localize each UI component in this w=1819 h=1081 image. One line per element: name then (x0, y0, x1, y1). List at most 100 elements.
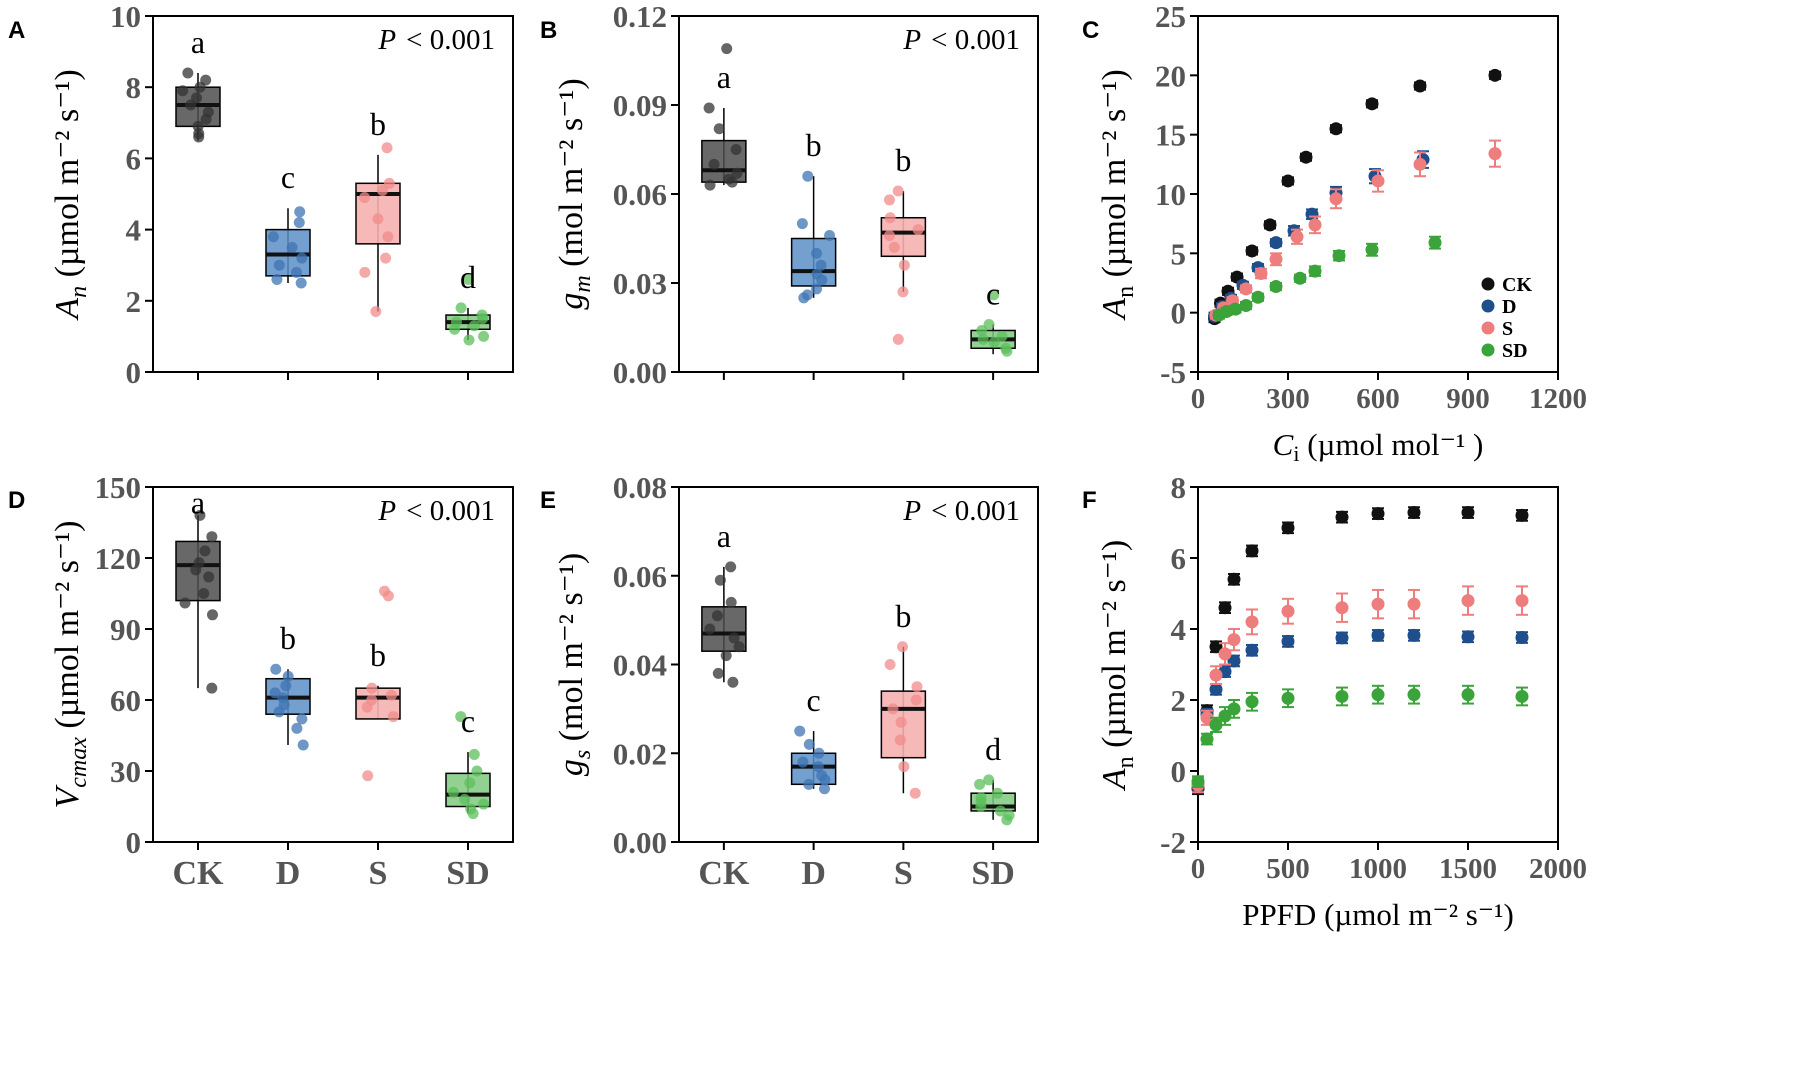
data-point (727, 676, 739, 688)
significance-letter: b (370, 637, 386, 673)
data-point (988, 336, 1000, 348)
box-group-sd: c SD (445, 703, 491, 892)
p-value: < 0.001 (406, 495, 495, 527)
box-group-sd: c (970, 276, 1016, 380)
y-tick-label: 4 (1171, 612, 1187, 647)
data-point (273, 259, 285, 271)
x-tick-label: 1500 (1439, 853, 1497, 885)
data-point (370, 305, 382, 317)
data-point (895, 716, 907, 728)
data-point (703, 102, 715, 114)
data-point (1251, 290, 1265, 304)
data-point (1245, 643, 1259, 657)
data-point (199, 545, 211, 557)
p-symbol: P (377, 24, 396, 56)
box-group-ck: a CK (173, 484, 225, 892)
category-label: CK (173, 855, 225, 892)
data-point (1407, 628, 1421, 642)
data-point (206, 682, 218, 694)
data-point (362, 770, 374, 782)
p-value-label: P < 0.001 (377, 24, 495, 56)
data-point (884, 212, 896, 224)
data-point (190, 564, 202, 576)
data-point (912, 224, 924, 236)
x-tick-label: 900 (1446, 383, 1490, 415)
data-point (983, 319, 995, 331)
box-group-s: bS (880, 598, 927, 892)
box (355, 687, 401, 720)
data-point (976, 324, 988, 336)
data-point (1245, 244, 1259, 258)
x-tick-label: 0 (1191, 853, 1206, 885)
data-point (1269, 252, 1283, 266)
box-group-ck: a CK (698, 518, 750, 892)
data-point (462, 273, 474, 285)
y-tick-label: 15 (1155, 118, 1186, 153)
data-point (798, 292, 810, 304)
data-point (468, 748, 480, 760)
data-point (794, 725, 806, 737)
data-point (1461, 688, 1475, 702)
series-d (1208, 150, 1430, 323)
y-label-unit: (µmol m⁻² s⁻¹) (49, 520, 86, 737)
y-tick-label: 0.04 (613, 648, 667, 683)
y-tick-label: 0.12 (613, 0, 667, 34)
data-point (1281, 604, 1295, 618)
y-tick-label: -2 (1160, 825, 1186, 860)
x-label-main: C (1273, 427, 1294, 462)
data-point (1239, 282, 1253, 296)
series-d (1191, 628, 1529, 792)
data-point (359, 192, 371, 204)
data-point (704, 623, 716, 635)
data-point (892, 185, 904, 197)
data-point (1308, 264, 1322, 278)
y-tick-label: 20 (1155, 58, 1186, 93)
y-axis-label: Vcmax (µmol m⁻² s⁻¹) (49, 520, 92, 808)
y-tick-label: 10 (110, 0, 141, 34)
data-point (708, 158, 720, 170)
data-point (1001, 814, 1013, 826)
data-point (1413, 157, 1427, 171)
data-point (796, 218, 808, 230)
y-label-sub: n (1113, 756, 1139, 768)
data-point (911, 681, 923, 693)
y-label-unit: (mol m⁻² s⁻¹) (553, 78, 590, 275)
x-axis-label: Ci (µmol mol⁻¹ ) (1273, 427, 1484, 466)
data-point (293, 216, 305, 228)
data-point (203, 571, 215, 583)
y-axis-label: gm (mol m⁻² s⁻¹) (553, 78, 596, 309)
data-point (1209, 682, 1223, 696)
y-axis-label: An (µmol m⁻² s⁻¹) (1096, 69, 1139, 320)
y-tick-label: 30 (110, 754, 141, 789)
data-point (382, 590, 394, 602)
legend-label: D (1502, 296, 1516, 318)
data-point (975, 801, 987, 812)
data-point (892, 333, 904, 345)
data-point (704, 179, 716, 191)
p-symbol: P (377, 495, 396, 527)
data-point (728, 632, 740, 644)
panel-letter: F (1082, 487, 1097, 514)
legend-label: CK (1502, 274, 1532, 296)
y-tick-label: 0.02 (613, 736, 667, 771)
data-point (1218, 601, 1232, 615)
data-point (803, 778, 815, 790)
data-point (996, 330, 1008, 342)
x-tick-label: 0 (1191, 383, 1206, 415)
box-group-d: b (790, 127, 837, 380)
data-point (1488, 68, 1502, 82)
data-point (983, 774, 995, 786)
data-point (819, 774, 831, 786)
data-point (194, 81, 206, 93)
data-point (802, 170, 814, 182)
significance-letter: a (717, 518, 731, 554)
plot-frame (152, 486, 514, 843)
category-label: SD (446, 855, 489, 892)
data-point (797, 756, 809, 768)
data-point (1209, 668, 1223, 682)
y-tick-label: 2 (1171, 683, 1187, 718)
